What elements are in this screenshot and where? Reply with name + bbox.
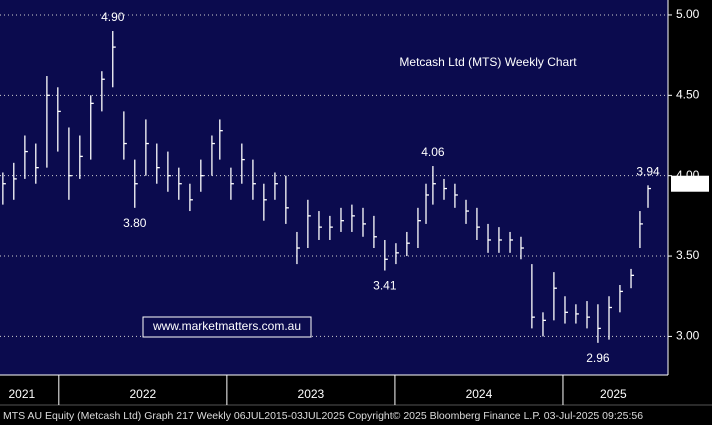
x-tick-label: 2021 xyxy=(8,387,35,401)
x-axis-area xyxy=(0,375,668,405)
y-tick-label: 3.50 xyxy=(676,248,700,262)
watermark-box xyxy=(142,316,312,338)
y-axis-area xyxy=(668,0,712,405)
chart-title: Metcash Ltd (MTS) Weekly Chart xyxy=(399,55,577,69)
y-tick-label: 4.50 xyxy=(676,87,700,101)
last-price-label: 3.95 xyxy=(678,176,702,190)
annotation: 4.06 xyxy=(421,145,445,159)
annotation: 3.41 xyxy=(373,279,397,293)
plot-area xyxy=(0,0,668,375)
last-price-box xyxy=(671,175,709,192)
annotation: 3.94 xyxy=(636,165,660,179)
footer: MTS AU Equity (Metcash Ltd) Graph 217 We… xyxy=(3,410,643,422)
annotation: 3.80 xyxy=(123,216,147,230)
x-tick-label: 2024 xyxy=(466,387,493,401)
x-tick-label: 2023 xyxy=(298,387,325,401)
watermark: www.marketmatters.com.au xyxy=(152,319,301,333)
y-tick-label: 3.00 xyxy=(676,329,700,343)
annotation: 4.90 xyxy=(101,10,125,24)
y-tick-label: 5.00 xyxy=(676,7,700,21)
x-tick-label: 2025 xyxy=(600,387,627,401)
annotation: 2.96 xyxy=(586,351,610,365)
x-tick-label: 2022 xyxy=(129,387,156,401)
